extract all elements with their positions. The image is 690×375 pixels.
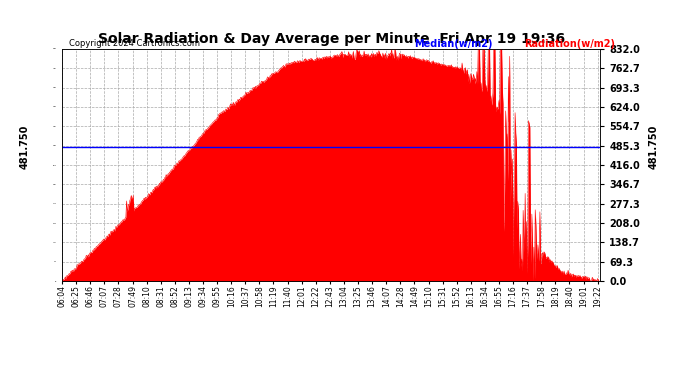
Text: Median(w/m2): Median(w/m2): [414, 39, 493, 50]
Text: Radiation(w/m2): Radiation(w/m2): [524, 39, 615, 50]
Text: 481.750: 481.750: [19, 124, 30, 169]
Title: Solar Radiation & Day Average per Minute  Fri Apr 19 19:36: Solar Radiation & Day Average per Minute…: [98, 32, 564, 46]
Text: 481.750: 481.750: [649, 124, 659, 169]
Text: Copyright 2024 Cartronics.com: Copyright 2024 Cartronics.com: [69, 39, 200, 48]
